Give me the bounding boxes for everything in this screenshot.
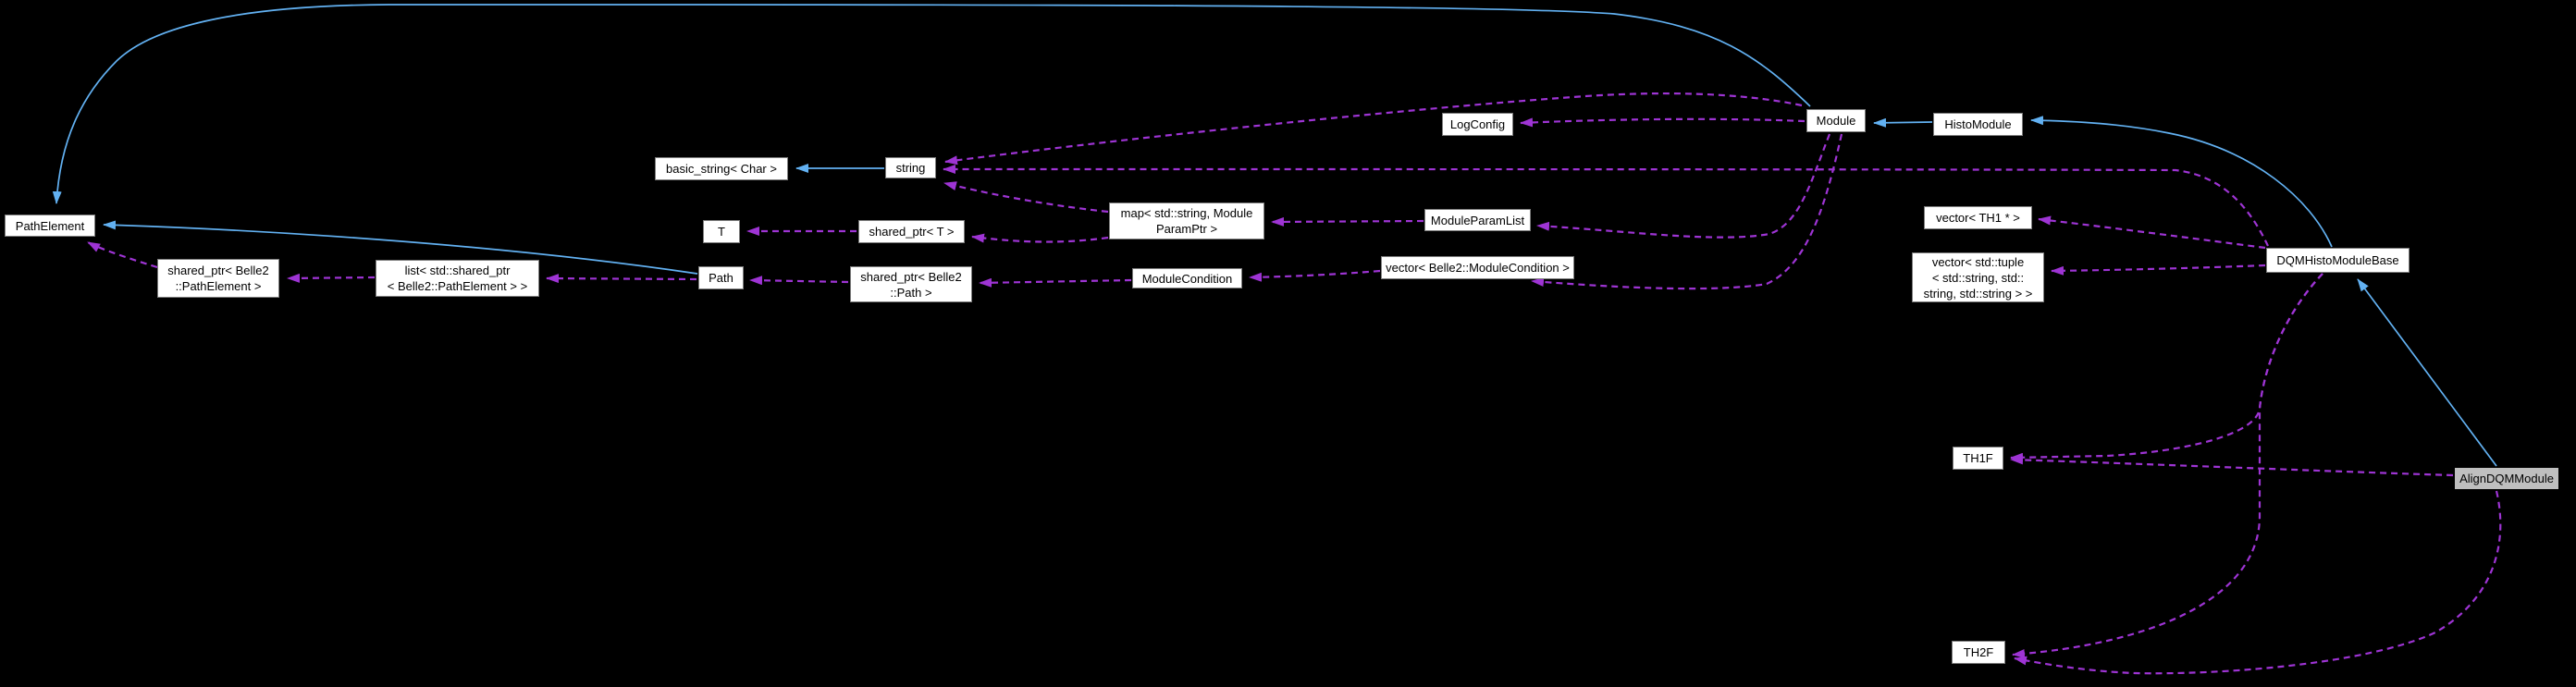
- node-vector-modulecondition[interactable]: vector< Belle2::ModuleCondition >: [1381, 256, 1574, 279]
- node-th1f[interactable]: TH1F: [1953, 447, 2003, 470]
- node-moduleparamlist[interactable]: ModuleParamList: [1424, 209, 1531, 231]
- node-vector-th1[interactable]: vector< TH1 * >: [1924, 206, 2032, 229]
- node-list-shared-ptr-pathelement[interactable]: list< std::shared_ptr < Belle2::PathElem…: [376, 260, 539, 297]
- edge-module-string: [944, 92, 1803, 166]
- edge-sharedptrpathelement-pathelement: [87, 241, 158, 269]
- edge-dqmhistomodulebase-th2f: [2012, 273, 2323, 658]
- node-pathelement[interactable]: PathElement: [5, 215, 95, 237]
- edge-dqmhistomodulebase-vectorth1: [2038, 215, 2266, 250]
- edge-histomodule-module: [1873, 117, 1933, 128]
- edge-module-moduleparamlist: [1536, 133, 1831, 239]
- edge-list-sharedptrpathelement: [287, 273, 376, 283]
- edge-aligndqmmodule-th1f: [2010, 455, 2454, 477]
- node-shared-ptr-t[interactable]: shared_ptr< T >: [858, 220, 965, 243]
- edge-path-pathelement: [103, 220, 698, 275]
- edge-moduleparamlist-map: [1271, 216, 1424, 227]
- edge-map-sharedptrt: [971, 233, 1109, 243]
- node-aligndqmmodule-current: AlignDQMModule: [2454, 467, 2559, 490]
- edge-module-pathelement: [52, 4, 1811, 204]
- node-path[interactable]: Path: [698, 266, 744, 289]
- edge-aligndqmmodule-dqmhistomodulebase: [2357, 278, 2497, 467]
- node-shared-ptr-pathelement[interactable]: shared_ptr< Belle2 ::PathElement >: [157, 259, 279, 298]
- node-map-string-moduleparamptr[interactable]: map< std::string, Module ParamPtr >: [1109, 202, 1264, 239]
- edge-dqmhistomodulebase-histomodule: [2030, 116, 2333, 248]
- edge-dqmhistomodulebase-vectortuple: [2051, 264, 2266, 276]
- node-histomodule[interactable]: HistoModule: [1933, 113, 2023, 136]
- edge-modulecondition-sharedptrpath: [979, 277, 1132, 288]
- edge-vectormodulecondition-modulecondition: [1249, 269, 1381, 282]
- edge-module-vectormodulecondition: [1531, 133, 1843, 290]
- node-basic-string-char[interactable]: basic_string< Char >: [655, 157, 788, 180]
- edge-map-string: [943, 181, 1109, 214]
- edge-sharedptrpath-path: [749, 276, 849, 286]
- node-vector-tuple-string[interactable]: vector< std::tuple < std::string, std:: …: [1912, 252, 2044, 302]
- node-th2f[interactable]: TH2F: [1952, 641, 2005, 664]
- node-modulecondition[interactable]: ModuleCondition: [1132, 268, 1242, 288]
- node-shared-ptr-belle2-path[interactable]: shared_ptr< Belle2 ::Path >: [850, 266, 972, 302]
- node-dqmhistomodulebase[interactable]: DQMHistoModuleBase: [2266, 248, 2410, 273]
- edge-aligndqmmodule-th2f: [2014, 490, 2502, 675]
- node-string[interactable]: string: [885, 157, 936, 178]
- node-t[interactable]: T: [703, 220, 740, 243]
- edge-dqmhistomodulebase-string: [943, 165, 2269, 247]
- edge-dqmhistomodulebase-th1f: [2010, 273, 2323, 462]
- node-module[interactable]: Module: [1806, 109, 1866, 132]
- edge-module-logconfig: [1520, 117, 1806, 128]
- node-logconfig[interactable]: LogConfig: [1442, 113, 1513, 136]
- edge-path-list: [546, 274, 697, 284]
